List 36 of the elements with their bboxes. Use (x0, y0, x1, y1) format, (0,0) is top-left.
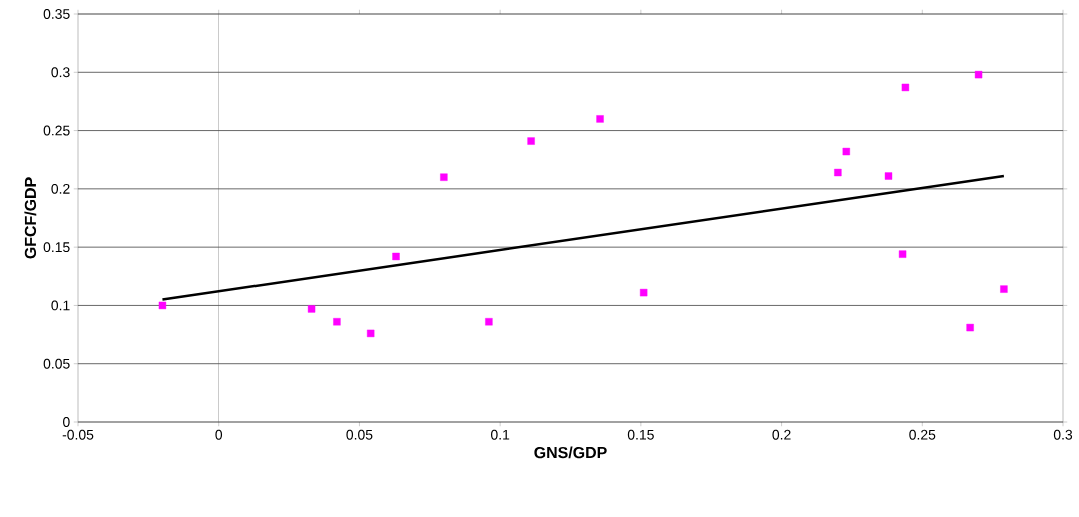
y-tick-label: 0.15 (43, 242, 70, 253)
point (307, 305, 316, 313)
point (158, 301, 167, 310)
point (639, 288, 648, 297)
x-tick-label: 0.1 (491, 429, 510, 440)
point (596, 115, 604, 123)
y-axis-title: GFCF/GDP (24, 177, 37, 259)
y-tick-label: 0.05 (43, 358, 70, 369)
point (842, 147, 850, 156)
point (901, 83, 910, 92)
x-tick-label: -0.05 (62, 429, 94, 440)
point (1000, 285, 1008, 293)
point (974, 70, 983, 79)
y-tick-label: 0.2 (51, 183, 70, 194)
y-tick-label: 0.3 (51, 67, 70, 78)
point (884, 172, 893, 180)
y-tick-label: 0 (63, 417, 70, 427)
point (485, 318, 493, 326)
y-tick-label: 0.25 (43, 125, 70, 136)
point (527, 137, 535, 145)
point (440, 173, 448, 181)
x-axis-title: GNS/GDP (534, 446, 607, 459)
point (834, 168, 842, 177)
point (367, 329, 375, 338)
point (966, 323, 974, 332)
x-tick-label: 0.3 (1053, 429, 1073, 440)
point (898, 250, 907, 258)
y-tick-label: 0.35 (43, 9, 70, 19)
x-tick-label: 0.2 (772, 429, 791, 440)
x-tick-label: 0.05 (346, 429, 373, 440)
x-tick-label: 0.15 (627, 429, 654, 440)
x-tick-label: 0.25 (909, 429, 936, 440)
y-tick-label: 0.1 (51, 300, 70, 311)
point (392, 252, 400, 261)
x-tick-label: 0 (215, 429, 223, 440)
point (333, 318, 341, 326)
